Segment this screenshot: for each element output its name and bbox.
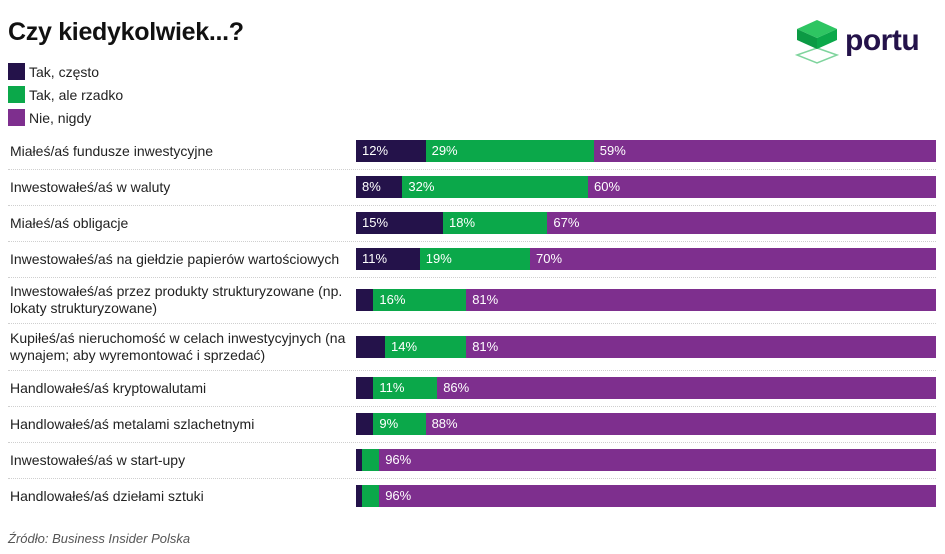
data-label: 67% — [553, 215, 580, 230]
bar-segment: 12% — [356, 140, 426, 162]
data-label: 29% — [431, 143, 458, 158]
bar-segment: 19% — [419, 248, 530, 270]
bar-segment: 14% — [385, 335, 467, 358]
legend-swatch — [8, 109, 25, 126]
bar-segment: 11% — [356, 248, 420, 270]
legend-label: Tak, ale rzadko — [29, 86, 124, 103]
bar-row: 8% 32% 60% — [356, 176, 936, 198]
logo-text: portu — [845, 24, 920, 57]
row-separator — [8, 478, 936, 479]
legend-swatch — [8, 86, 25, 103]
legend-item-often: Tak, często — [8, 60, 123, 83]
logo-cube-icon — [795, 20, 839, 64]
bar-row: 12% 29% 59% — [356, 140, 936, 162]
category-label: Handlowałeś/aś dziełami sztuki — [10, 487, 204, 504]
bar-row: 11% 19% 70% — [356, 248, 936, 270]
row-separator — [8, 277, 936, 278]
legend: Tak, często Tak, ale rzadko Nie, nigdy — [8, 60, 123, 129]
bar-segment: 86% — [437, 377, 936, 399]
legend-item-rarely: Tak, ale rzadko — [8, 83, 123, 106]
data-label: 59% — [599, 143, 626, 158]
bar-segment — [361, 485, 380, 507]
data-label: 70% — [535, 251, 563, 266]
data-label: 9% — [379, 416, 399, 431]
row-separator — [8, 442, 936, 443]
source-note: Źródło: Business Insider Polska — [8, 531, 191, 546]
row-separator — [8, 205, 936, 206]
bar-segment: 96% — [379, 485, 936, 507]
bar-segment: 59% — [593, 140, 936, 162]
data-label: 88% — [431, 416, 458, 431]
bar-segment — [356, 335, 385, 358]
category-label: Miałeś/aś fundusze inwestycyjne — [10, 142, 214, 159]
bar-segment: 60% — [587, 176, 936, 198]
portu-logo: portu — [795, 18, 920, 64]
category-label: Inwestowałeś/aś w start-upy — [10, 451, 186, 468]
bar-segment: 16% — [373, 289, 467, 311]
data-label: 12% — [362, 143, 389, 158]
category-label: Inwestowałeś/aś na giełdzie papierów war… — [10, 250, 340, 267]
bar-row: 14% 81% — [356, 335, 936, 358]
row-separator — [8, 241, 936, 242]
data-label: 96% — [385, 452, 412, 467]
row-separator — [8, 370, 936, 371]
bar-segment — [356, 449, 362, 471]
bar-segment — [356, 485, 362, 507]
bar-segment: 32% — [402, 176, 588, 198]
category-label: Inwestowałeś/aś przez produkty struktury… — [10, 283, 343, 316]
category-label: Miałeś/aś obligacje — [10, 214, 129, 231]
data-label: 86% — [443, 380, 470, 395]
data-label: 11% — [379, 380, 405, 395]
bar-segment: 15% — [356, 212, 443, 234]
data-label: 32% — [408, 179, 435, 194]
bar-row: 96% — [356, 449, 936, 471]
data-label: 81% — [472, 338, 499, 354]
bar-segment: 81% — [466, 289, 936, 311]
bar-row: 96% — [356, 485, 936, 507]
data-label: 8% — [362, 179, 381, 194]
data-label: 14% — [391, 338, 418, 354]
bar-row: 16% 81% — [356, 289, 936, 311]
bar-segment: 88% — [425, 413, 936, 435]
bar-segment: 8% — [356, 176, 403, 198]
bar-segment — [361, 449, 380, 471]
data-label: 18% — [449, 215, 476, 230]
bar-segment: 18% — [443, 212, 548, 234]
legend-item-never: Nie, nigdy — [8, 106, 123, 129]
bar-segment — [356, 377, 374, 399]
bar-segment: 29% — [425, 140, 594, 162]
bar-segment: 67% — [547, 212, 936, 234]
bar-row: 11% 86% — [356, 377, 936, 399]
legend-swatch — [8, 63, 25, 80]
bar-segment: 11% — [373, 377, 438, 399]
bar-row: 15% 18% 67% — [356, 212, 936, 234]
bar-segment: 81% — [466, 335, 936, 358]
bar-segment: 70% — [529, 248, 936, 270]
legend-label: Tak, często — [29, 63, 100, 80]
data-label: 96% — [385, 488, 412, 503]
row-separator — [8, 323, 936, 324]
category-label: Handlowałeś/aś metalami szlachetnymi — [10, 415, 255, 432]
legend-label: Nie, nigdy — [29, 109, 92, 126]
chart-title: Czy kiedykolwiek...? — [8, 18, 244, 46]
row-separator — [8, 406, 936, 407]
category-label: Handlowałeś/aś kryptowalutami — [10, 379, 207, 396]
bar-segment — [356, 289, 374, 311]
data-label: 15% — [362, 215, 389, 230]
category-label: Kupiłeś/aś nieruchomość w celach inwesty… — [10, 329, 346, 363]
row-separator — [8, 169, 936, 170]
data-label: 11% — [362, 251, 388, 266]
data-label: 19% — [425, 251, 452, 266]
bar-row: 9% 88% — [356, 413, 936, 435]
bar-segment: 9% — [373, 413, 426, 435]
bar-segment: 96% — [379, 449, 936, 471]
data-label: 81% — [472, 292, 499, 307]
data-label: 60% — [593, 179, 621, 194]
data-label: 16% — [379, 292, 406, 307]
category-label: Inwestowałeś/aś w waluty — [10, 178, 171, 195]
bar-segment — [356, 413, 374, 435]
